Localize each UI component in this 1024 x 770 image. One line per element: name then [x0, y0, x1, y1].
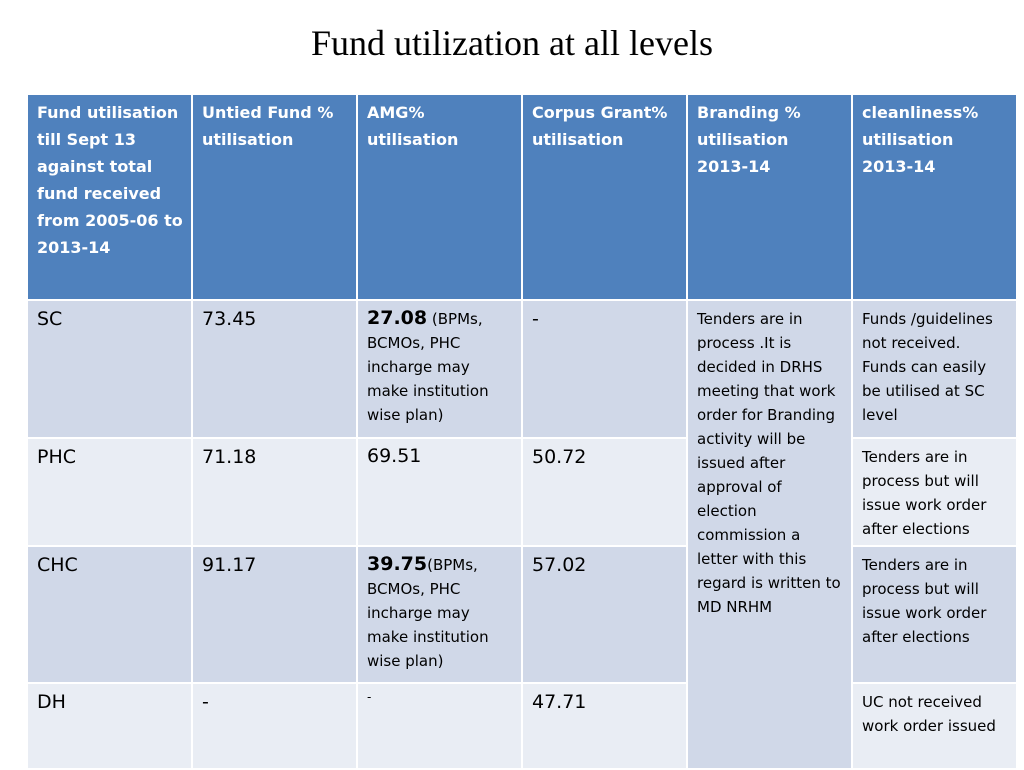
amg-cell: 39.75(BPMs, BCMOs, PHC incharge may make…	[356, 545, 523, 684]
untied-cell: 91.17	[191, 545, 358, 684]
header-row: Fund utilisation till Sept 13 against to…	[26, 93, 1018, 301]
corpus-cell: 50.72	[521, 437, 688, 547]
cleanliness-cell: Tenders are in process but will issue wo…	[851, 437, 1018, 547]
header-untied-fund: Untied Fund % utilisation	[191, 93, 358, 301]
amg-value: 27.08	[367, 307, 428, 329]
amg-value: 39.75	[367, 553, 428, 575]
fund-utilization-table: Fund utilisation till Sept 13 against to…	[26, 93, 1018, 770]
table-row-phc: PHC 71.18 69.51 50.72 Tenders are in pro…	[26, 437, 1018, 547]
header-cleanliness: cleanliness% utilisation 2013-14	[851, 93, 1018, 301]
level-cell: CHC	[26, 545, 193, 684]
amg-cell: 27.08 (BPMs, BCMOs, PHC incharge may mak…	[356, 299, 523, 439]
untied-cell: 73.45	[191, 299, 358, 439]
cleanliness-cell: Funds /guidelines not received. Funds ca…	[851, 299, 1018, 439]
slide-title: Fund utilization at all levels	[311, 23, 713, 63]
header-branding: Branding % utilisation 2013-14	[686, 93, 853, 301]
header-amg: AMG% utilisation	[356, 93, 523, 301]
amg-note: (BPMs, BCMOs, PHC incharge may make inst…	[367, 310, 489, 424]
cleanliness-cell: Tenders are in process but will issue wo…	[851, 545, 1018, 684]
table-row-sc: SC 73.45 27.08 (BPMs, BCMOs, PHC incharg…	[26, 299, 1018, 770]
amg-value: -	[367, 690, 372, 704]
header-corpus-grant: Corpus Grant% utilisation	[521, 93, 688, 301]
branding-cell: Tenders are in process .It is decided in…	[686, 299, 853, 770]
header-fund-utilisation: Fund utilisation till Sept 13 against to…	[26, 93, 193, 301]
level-cell: PHC	[26, 437, 193, 547]
amg-cell: 69.51	[356, 437, 523, 547]
amg-note: (BPMs, BCMOs, PHC incharge may make inst…	[367, 556, 489, 670]
untied-cell: -	[191, 682, 358, 770]
cleanliness-cell: UC not received work order issued	[851, 682, 1018, 770]
amg-value: 69.51	[367, 445, 422, 467]
amg-cell: -	[356, 682, 523, 770]
corpus-cell: 47.71	[521, 682, 688, 770]
corpus-cell: 57.02	[521, 545, 688, 684]
table-row-chc: CHC 91.17 39.75(BPMs, BCMOs, PHC incharg…	[26, 545, 1018, 684]
level-cell: DH	[26, 682, 193, 770]
level-cell: SC	[26, 299, 193, 439]
corpus-cell: -	[521, 299, 688, 439]
untied-cell: 71.18	[191, 437, 358, 547]
table-row-dh: DH - - 47.71 UC not received work order …	[26, 682, 1018, 770]
